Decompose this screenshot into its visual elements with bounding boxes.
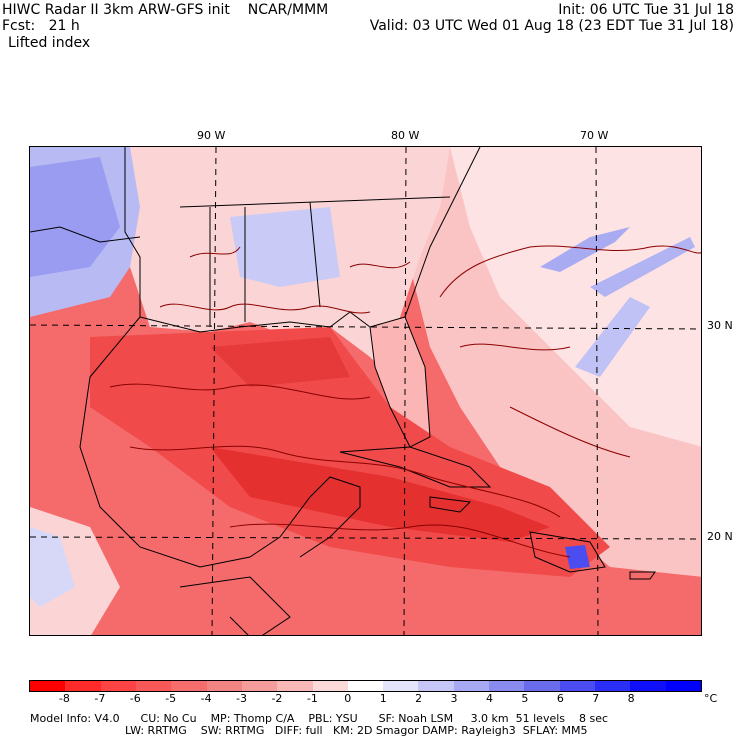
caribbean-strong-unstable-band bbox=[210, 447, 550, 542]
colorbar-segment bbox=[312, 681, 348, 691]
colorbar-segment bbox=[206, 681, 242, 691]
colorbar-tick-label: 4 bbox=[485, 692, 493, 705]
lon-label-90w: 90 W bbox=[197, 129, 226, 142]
colorbar-tick-label: -4 bbox=[200, 692, 212, 705]
colorbar bbox=[29, 680, 702, 692]
colorbar-segment bbox=[100, 681, 136, 691]
colorbar-segment bbox=[241, 681, 278, 691]
colorbar-tick-label: 5 bbox=[521, 692, 529, 705]
init-time: Init: 06 UTC Tue 31 Jul 18 bbox=[558, 2, 734, 18]
colorbar-tick-label: 6 bbox=[556, 692, 564, 705]
atlantic-stable-streak-2 bbox=[590, 237, 695, 297]
lon-label-80w: 80 W bbox=[391, 129, 420, 142]
colorbar-tick-label: 0 bbox=[344, 692, 352, 705]
colorbar-tick-label: 3 bbox=[450, 692, 458, 705]
colorbar-tick-label: -2 bbox=[271, 692, 283, 705]
colorbar-tick-label: 1 bbox=[379, 692, 387, 705]
colorbar-segment bbox=[135, 681, 172, 691]
colorbar-tick-label: 2 bbox=[415, 692, 423, 705]
forecast-hour: Fcst: 21 h bbox=[2, 18, 80, 34]
model-info-line1: Model Info: V4.0 CU: No Cu MP: Thomp C/A… bbox=[30, 712, 609, 725]
colorbar-segment bbox=[277, 681, 313, 691]
lon-label-70w: 70 W bbox=[580, 129, 609, 142]
valid-time: Valid: 03 UTC Wed 01 Aug 18 (23 EDT Tue … bbox=[369, 18, 734, 34]
florida-region bbox=[370, 317, 430, 447]
colorbar-segment bbox=[489, 681, 525, 691]
colorbar-segment bbox=[595, 681, 631, 691]
colorbar-segment bbox=[665, 681, 701, 691]
colorbar-segment bbox=[524, 681, 560, 691]
field-name: Lifted index bbox=[8, 35, 91, 51]
map-canvas bbox=[30, 147, 701, 635]
lifted-index-contours bbox=[109, 245, 701, 558]
lifted-index-map bbox=[29, 146, 702, 636]
colorbar-segment bbox=[418, 681, 454, 691]
alabama-stable-region bbox=[230, 207, 340, 287]
texas-strong-stable-core bbox=[30, 157, 120, 277]
colorbar-tick-label: -8 bbox=[58, 692, 70, 705]
hispaniola-stable-spot bbox=[565, 545, 590, 569]
colorbar-segment bbox=[559, 681, 595, 691]
colorbar-segment bbox=[630, 681, 666, 691]
colorbar-unit: °C bbox=[704, 692, 718, 705]
colorbar-segment bbox=[65, 681, 101, 691]
pacific-stable-region bbox=[30, 527, 75, 607]
colorbar-segment bbox=[383, 681, 419, 691]
colorbar-tick-label: -3 bbox=[236, 692, 247, 705]
colorbar-ticks: -8 -7 -6 -5 -4 -3 -2 -1 0 1 2 3 4 5 6 7 8 bbox=[29, 693, 702, 705]
coastlines bbox=[30, 147, 656, 635]
colorbar-tick-label: -6 bbox=[129, 692, 141, 705]
colorbar-tick-label: 7 bbox=[592, 692, 600, 705]
lat-label-30n: 30 N bbox=[707, 319, 733, 332]
lat-lon-grid bbox=[30, 147, 701, 635]
colorbar-tick-label: -1 bbox=[306, 692, 318, 705]
model-info-line2: LW: RRTMG SW: RRTMG DIFF: full KM: 2D Sm… bbox=[125, 724, 588, 737]
colorbar-segment bbox=[453, 681, 490, 691]
colorbar-tick-label: -5 bbox=[165, 692, 177, 705]
colorbar-segment bbox=[347, 681, 384, 691]
model-title: HIWC Radar II 3km ARW-GFS init NCAR/MMM bbox=[2, 2, 329, 18]
atlantic-stable-streak-3 bbox=[575, 297, 650, 377]
colorbar-tick-label: 8 bbox=[627, 692, 635, 705]
colorbar-tick-label: -7 bbox=[94, 692, 106, 705]
colorbar-segment bbox=[30, 681, 66, 691]
lat-label-20n: 20 N bbox=[707, 530, 733, 543]
atlantic-stable-streak-1 bbox=[540, 227, 630, 272]
colorbar-segment bbox=[171, 681, 207, 691]
atlantic-neutral-region bbox=[450, 147, 701, 447]
gulf-strong-core bbox=[210, 337, 350, 387]
